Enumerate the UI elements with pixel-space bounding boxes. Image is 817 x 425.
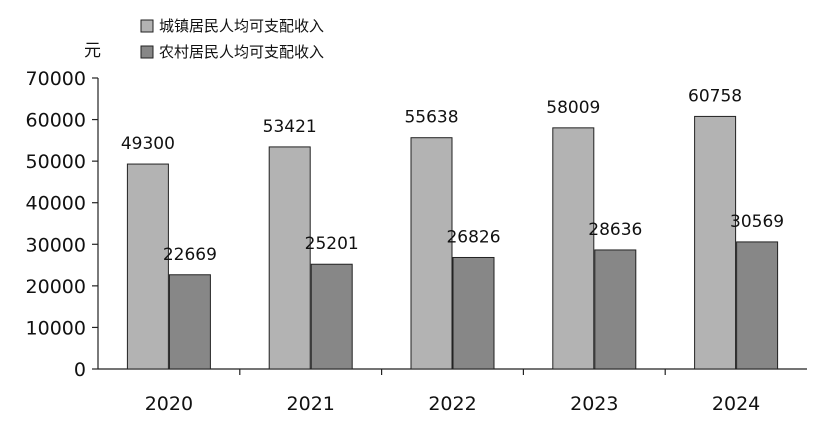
bar-urban-2020 <box>126 163 169 370</box>
bar-rural-2023 <box>594 249 637 370</box>
legend-swatch-urban <box>140 19 154 33</box>
data-label-rural-2022: 26826 <box>446 227 500 247</box>
data-label-rural-2021: 25201 <box>305 234 359 254</box>
x-axis: 2020 2021 2022 2023 2024 <box>98 368 807 415</box>
y-tick-label: 40000 <box>26 193 86 215</box>
x-tick-label: 2021 <box>287 393 335 415</box>
data-label-urban-2020: 49300 <box>121 134 175 154</box>
data-label-urban-2024: 60758 <box>688 86 742 106</box>
y-tick-label: 70000 <box>26 68 86 90</box>
data-label-urban-2022: 55638 <box>404 108 458 128</box>
bar-urban-2021 <box>268 146 311 370</box>
bar-rural-2022 <box>452 256 495 370</box>
y-tick-label: 10000 <box>26 317 86 339</box>
data-label-urban-2021: 53421 <box>263 117 317 137</box>
bar-urban-2024 <box>694 115 737 370</box>
data-labels: 49300 22669 53421 25201 55638 26826 58009 28636… <box>121 86 784 264</box>
data-label-urban-2023: 58009 <box>546 98 600 118</box>
bar-rural-2021 <box>310 263 353 370</box>
x-tick-label: 2022 <box>428 393 476 415</box>
y-tick-label: 20000 <box>26 276 86 298</box>
y-tick-label: 0 <box>74 359 86 381</box>
bar-urban-2023 <box>552 127 595 370</box>
y-axis-unit-label: 元 <box>84 41 101 61</box>
y-tick-label: 60000 <box>26 110 86 132</box>
legend-label-rural: 农村居民人均可支配收入 <box>159 43 324 61</box>
data-label-rural-2023: 28636 <box>588 220 642 240</box>
legend-swatch-rural <box>140 45 154 59</box>
bars <box>126 115 779 370</box>
y-axis: 0 10000 20000 30000 40000 50000 60000 70000 <box>26 68 99 381</box>
x-tick-label: 2020 <box>145 393 193 415</box>
bar-urban-2022 <box>410 137 453 370</box>
x-tick-label: 2023 <box>570 393 618 415</box>
data-label-rural-2024: 30569 <box>730 212 784 232</box>
legend-label-urban: 城镇居民人均可支配收入 <box>159 17 324 35</box>
data-label-rural-2020: 22669 <box>163 245 217 265</box>
y-tick-label: 30000 <box>26 234 86 256</box>
bar-rural-2024 <box>736 241 779 370</box>
y-tick-label: 50000 <box>26 151 86 173</box>
x-tick-label: 2024 <box>712 393 760 415</box>
legend: 城镇居民人均可支配收入 农村居民人均可支配收入 <box>140 17 324 61</box>
bar-rural-2020 <box>168 274 211 370</box>
